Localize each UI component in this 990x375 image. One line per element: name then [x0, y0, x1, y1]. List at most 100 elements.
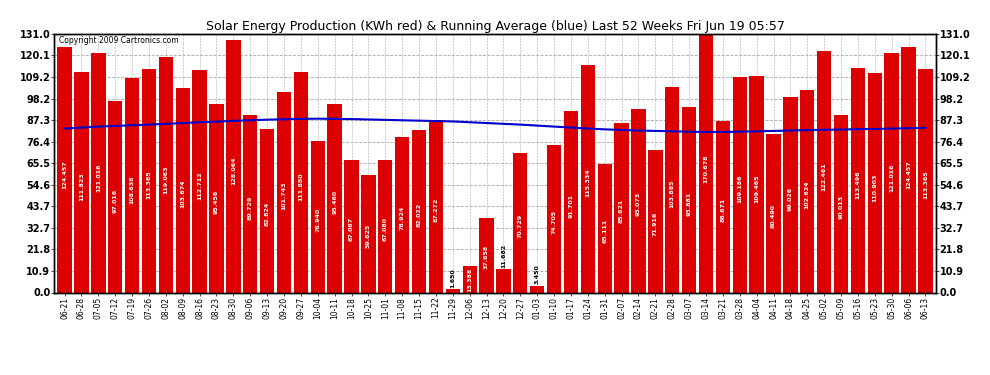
- Text: 13.388: 13.388: [467, 268, 472, 292]
- Bar: [479, 218, 494, 292]
- Text: 111.880: 111.880: [298, 172, 303, 201]
- Bar: [345, 160, 358, 292]
- Text: 91.701: 91.701: [568, 194, 573, 217]
- Bar: [429, 120, 444, 292]
- Text: 95.460: 95.460: [333, 190, 338, 214]
- Text: 93.073: 93.073: [636, 192, 641, 216]
- Text: 111.823: 111.823: [79, 172, 84, 201]
- Text: 101.743: 101.743: [281, 182, 286, 210]
- Text: 78.924: 78.924: [400, 206, 405, 230]
- Bar: [412, 130, 427, 292]
- Bar: [158, 57, 173, 292]
- Text: 65.111: 65.111: [602, 219, 607, 243]
- Bar: [665, 87, 679, 292]
- Text: 112.712: 112.712: [197, 171, 202, 200]
- Text: 76.940: 76.940: [315, 207, 321, 232]
- Bar: [850, 68, 865, 292]
- Bar: [108, 101, 123, 292]
- Bar: [209, 104, 224, 292]
- Text: 80.490: 80.490: [771, 204, 776, 228]
- Bar: [74, 72, 89, 292]
- Text: 113.496: 113.496: [855, 171, 860, 199]
- Bar: [513, 153, 528, 292]
- Bar: [632, 109, 645, 292]
- Bar: [817, 51, 832, 292]
- Bar: [800, 90, 815, 292]
- Bar: [294, 72, 308, 292]
- Bar: [91, 54, 106, 292]
- Text: 102.624: 102.624: [805, 181, 810, 210]
- Text: 170.678: 170.678: [704, 154, 709, 183]
- Bar: [175, 88, 190, 292]
- Bar: [378, 160, 392, 292]
- Bar: [615, 123, 629, 292]
- Bar: [699, 34, 713, 292]
- Text: 108.638: 108.638: [130, 175, 135, 204]
- Text: 99.026: 99.026: [788, 186, 793, 211]
- Text: 82.022: 82.022: [417, 202, 422, 227]
- Bar: [142, 69, 156, 292]
- Bar: [884, 54, 899, 292]
- Text: 95.456: 95.456: [214, 190, 219, 214]
- Text: 71.916: 71.916: [652, 212, 657, 237]
- Bar: [648, 150, 662, 292]
- Text: 74.705: 74.705: [551, 210, 556, 234]
- Text: 85.821: 85.821: [619, 199, 624, 223]
- Bar: [125, 78, 140, 292]
- Text: 122.461: 122.461: [822, 162, 827, 191]
- Text: 37.658: 37.658: [484, 244, 489, 269]
- Bar: [57, 46, 71, 292]
- Bar: [867, 74, 882, 292]
- Bar: [598, 164, 612, 292]
- Text: 82.824: 82.824: [264, 202, 269, 226]
- Bar: [901, 46, 916, 292]
- Text: 110.903: 110.903: [872, 173, 877, 201]
- Bar: [277, 92, 291, 292]
- Bar: [766, 134, 781, 292]
- Bar: [446, 289, 460, 292]
- Text: 124.457: 124.457: [62, 160, 67, 189]
- Bar: [244, 115, 257, 292]
- Bar: [716, 121, 730, 292]
- Text: 90.013: 90.013: [839, 195, 843, 219]
- Text: 121.016: 121.016: [96, 164, 101, 192]
- Text: 1.650: 1.650: [450, 268, 455, 288]
- Text: 87.272: 87.272: [434, 198, 439, 222]
- Text: 109.186: 109.186: [738, 175, 742, 203]
- Bar: [581, 65, 595, 292]
- Text: 109.465: 109.465: [754, 174, 759, 203]
- Bar: [496, 269, 511, 292]
- Bar: [311, 141, 325, 292]
- Bar: [546, 145, 561, 292]
- Bar: [226, 39, 241, 292]
- Bar: [783, 97, 798, 292]
- Text: 89.729: 89.729: [248, 195, 252, 219]
- Text: 86.671: 86.671: [721, 198, 726, 222]
- Text: Copyright 2009 Cartronics.com: Copyright 2009 Cartronics.com: [58, 36, 178, 45]
- Title: Solar Energy Production (KWh red) & Running Average (blue) Last 52 Weeks Fri Jun: Solar Energy Production (KWh red) & Runn…: [206, 20, 784, 33]
- Bar: [530, 286, 544, 292]
- Text: 103.885: 103.885: [669, 180, 675, 208]
- Bar: [328, 104, 342, 292]
- Text: 124.457: 124.457: [906, 160, 911, 189]
- Bar: [563, 111, 578, 292]
- Text: 113.365: 113.365: [923, 171, 928, 200]
- Bar: [749, 76, 764, 292]
- Text: 59.625: 59.625: [366, 224, 371, 248]
- Text: 121.016: 121.016: [889, 164, 894, 192]
- Text: 67.080: 67.080: [383, 217, 388, 241]
- Text: 128.064: 128.064: [231, 157, 236, 185]
- Bar: [834, 115, 848, 292]
- Bar: [260, 129, 274, 292]
- Bar: [192, 70, 207, 292]
- Text: 67.087: 67.087: [349, 217, 354, 241]
- Bar: [395, 136, 409, 292]
- Bar: [919, 69, 933, 292]
- Text: 11.682: 11.682: [501, 244, 506, 268]
- Text: 115.334: 115.334: [585, 169, 590, 198]
- Text: 113.365: 113.365: [147, 171, 151, 200]
- Text: 97.016: 97.016: [113, 189, 118, 213]
- Text: 103.674: 103.674: [180, 180, 185, 209]
- Bar: [733, 77, 746, 292]
- Text: 3.450: 3.450: [535, 264, 540, 284]
